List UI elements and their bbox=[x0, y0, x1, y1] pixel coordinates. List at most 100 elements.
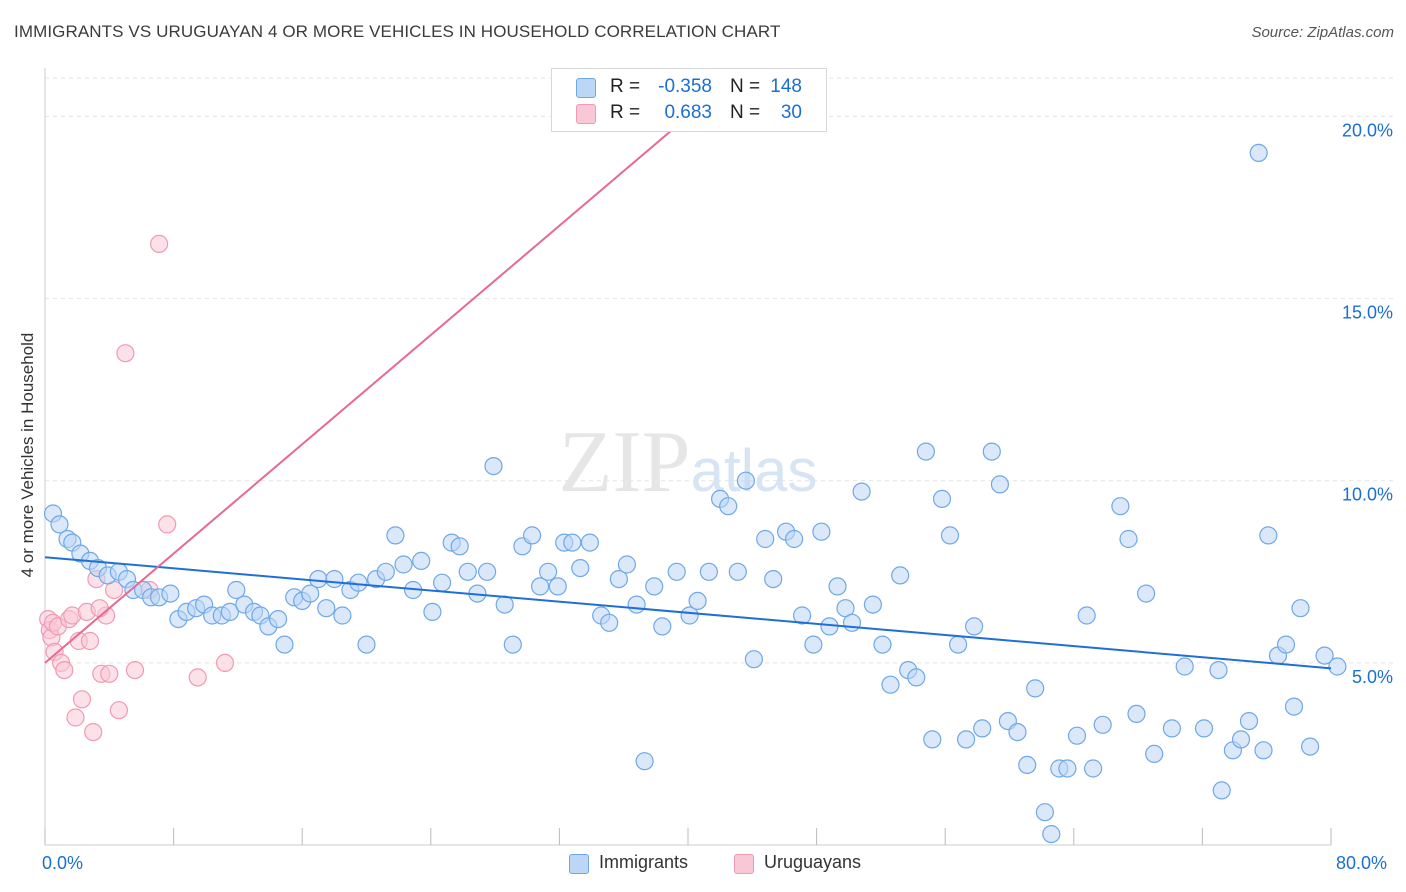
data-point-immigrants bbox=[627, 595, 646, 614]
data-point-immigrants bbox=[530, 577, 550, 596]
data-point-immigrants bbox=[667, 562, 686, 581]
data-point-immigrants bbox=[1119, 529, 1138, 549]
data-point-immigrants bbox=[1259, 526, 1278, 545]
data-point-immigrants bbox=[932, 489, 952, 508]
data-point-immigrants bbox=[600, 613, 619, 632]
data-point-immigrants bbox=[688, 591, 707, 611]
data-point-immigrants bbox=[1209, 660, 1228, 680]
data-point-immigrants bbox=[1315, 646, 1334, 665]
data-point-immigrants bbox=[275, 635, 294, 654]
data-point-immigrants bbox=[1058, 759, 1077, 778]
y-tick-label: 15.0% bbox=[1342, 303, 1393, 323]
data-point-immigrants bbox=[948, 635, 968, 654]
data-point-immigrants bbox=[450, 537, 469, 556]
data-point-uruguayans bbox=[158, 515, 177, 534]
data-point-uruguayans bbox=[188, 668, 207, 687]
data-point-immigrants bbox=[548, 577, 567, 596]
data-point-immigrants bbox=[873, 635, 892, 654]
data-point-immigrants bbox=[563, 533, 582, 552]
y-axis-label: 4 or more Vehicles in Household bbox=[18, 332, 37, 578]
data-point-immigrants bbox=[907, 668, 926, 687]
data-point-immigrants bbox=[394, 555, 413, 574]
uruguayans-swatch bbox=[576, 104, 596, 124]
data-point-immigrants bbox=[1239, 711, 1259, 731]
chart-title: IMMIGRANTS VS URUGUAYAN 4 OR MORE VEHICL… bbox=[14, 22, 781, 41]
data-point-uruguayans bbox=[109, 701, 129, 720]
data-point-uruguayans bbox=[90, 599, 109, 618]
data-point-immigrants bbox=[1276, 635, 1296, 654]
n-label: N = bbox=[730, 102, 761, 123]
data-point-uruguayans bbox=[150, 234, 169, 253]
data-point-uruguayans bbox=[100, 664, 119, 683]
data-point-immigrants bbox=[458, 562, 477, 581]
data-point-immigrants bbox=[325, 569, 344, 589]
y-tick-labels: 5.0% 10.0% 15.0% 20.0% bbox=[1342, 120, 1393, 686]
data-point-uruguayans bbox=[215, 653, 235, 673]
data-point-immigrants bbox=[538, 562, 558, 581]
data-point-immigrants bbox=[1026, 679, 1045, 698]
data-point-immigrants bbox=[1127, 704, 1146, 724]
data-point-uruguayans bbox=[116, 344, 135, 363]
data-point-uruguayans bbox=[125, 660, 145, 680]
data-point-immigrants bbox=[792, 606, 812, 625]
data-point-immigrants bbox=[1136, 584, 1156, 603]
data-point-immigrants bbox=[301, 584, 320, 603]
data-point-uruguayans bbox=[84, 722, 103, 742]
data-point-immigrants bbox=[478, 562, 497, 581]
data-point-immigrants bbox=[1254, 741, 1273, 760]
y-tick-label: 10.0% bbox=[1342, 485, 1393, 505]
data-point-immigrants bbox=[357, 635, 376, 654]
data-point-immigrants bbox=[1093, 715, 1112, 734]
data-point-immigrants bbox=[699, 562, 719, 581]
r-label: R = bbox=[610, 102, 641, 123]
data-point-immigrants bbox=[1067, 726, 1087, 745]
x-tick-label-min: 0.0% bbox=[42, 853, 84, 873]
data-point-immigrants bbox=[617, 555, 637, 574]
data-point-immigrants bbox=[269, 609, 288, 629]
data-point-immigrants bbox=[503, 635, 522, 654]
series-legend: Immigrants Uruguayans bbox=[0, 852, 1406, 878]
data-point-immigrants bbox=[1249, 143, 1268, 162]
data-point-immigrants bbox=[1162, 719, 1182, 738]
data-point-immigrants bbox=[1194, 719, 1214, 738]
trend-line-immigrants bbox=[44, 556, 1332, 670]
data-point-immigrants bbox=[653, 617, 672, 636]
data-point-immigrants bbox=[736, 471, 756, 490]
y-tick-label: 20.0% bbox=[1342, 120, 1393, 140]
y-tick-label: 5.0% bbox=[1352, 667, 1393, 687]
data-point-immigrants bbox=[804, 635, 823, 654]
data-point-immigrants bbox=[990, 475, 1010, 494]
data-point-immigrants bbox=[863, 595, 883, 614]
stats-legend: R = -0.358 N = 148 R = 0.683 N = 30 bbox=[551, 68, 827, 132]
immigrants-swatch bbox=[576, 78, 596, 98]
data-point-uruguayans bbox=[72, 690, 92, 709]
data-point-immigrants bbox=[973, 719, 992, 738]
watermark: ZIPatlas bbox=[559, 414, 818, 511]
data-point-uruguayans bbox=[66, 708, 85, 727]
data-point-immigrants bbox=[719, 497, 738, 516]
watermark-atlas: atlas bbox=[691, 437, 818, 504]
data-point-immigrants bbox=[842, 613, 862, 632]
data-point-immigrants bbox=[349, 573, 368, 592]
r-label: R = bbox=[610, 76, 641, 97]
data-point-immigrants bbox=[1042, 824, 1061, 844]
data-point-immigrants bbox=[484, 457, 503, 476]
data-point-immigrants bbox=[635, 752, 654, 771]
data-point-immigrants bbox=[495, 595, 514, 614]
data-point-immigrants bbox=[645, 577, 664, 596]
data-point-immigrants bbox=[522, 526, 542, 545]
data-point-immigrants bbox=[964, 617, 984, 636]
trend-lines bbox=[44, 115, 1332, 670]
data-point-immigrants bbox=[571, 558, 590, 578]
data-point-immigrants bbox=[1035, 803, 1055, 822]
stats-row-immigrants: R = -0.358 N = 148 bbox=[552, 75, 826, 101]
data-point-immigrants bbox=[744, 650, 764, 669]
data-point-immigrants bbox=[1175, 657, 1194, 676]
data-point-immigrants bbox=[812, 522, 831, 541]
data-point-immigrants bbox=[852, 482, 871, 501]
data-point-immigrants bbox=[1111, 497, 1130, 516]
data-point-immigrants bbox=[1018, 755, 1037, 775]
data-point-uruguayans bbox=[55, 660, 74, 680]
data-point-immigrants bbox=[1145, 744, 1164, 764]
n-label: N = bbox=[730, 76, 761, 97]
